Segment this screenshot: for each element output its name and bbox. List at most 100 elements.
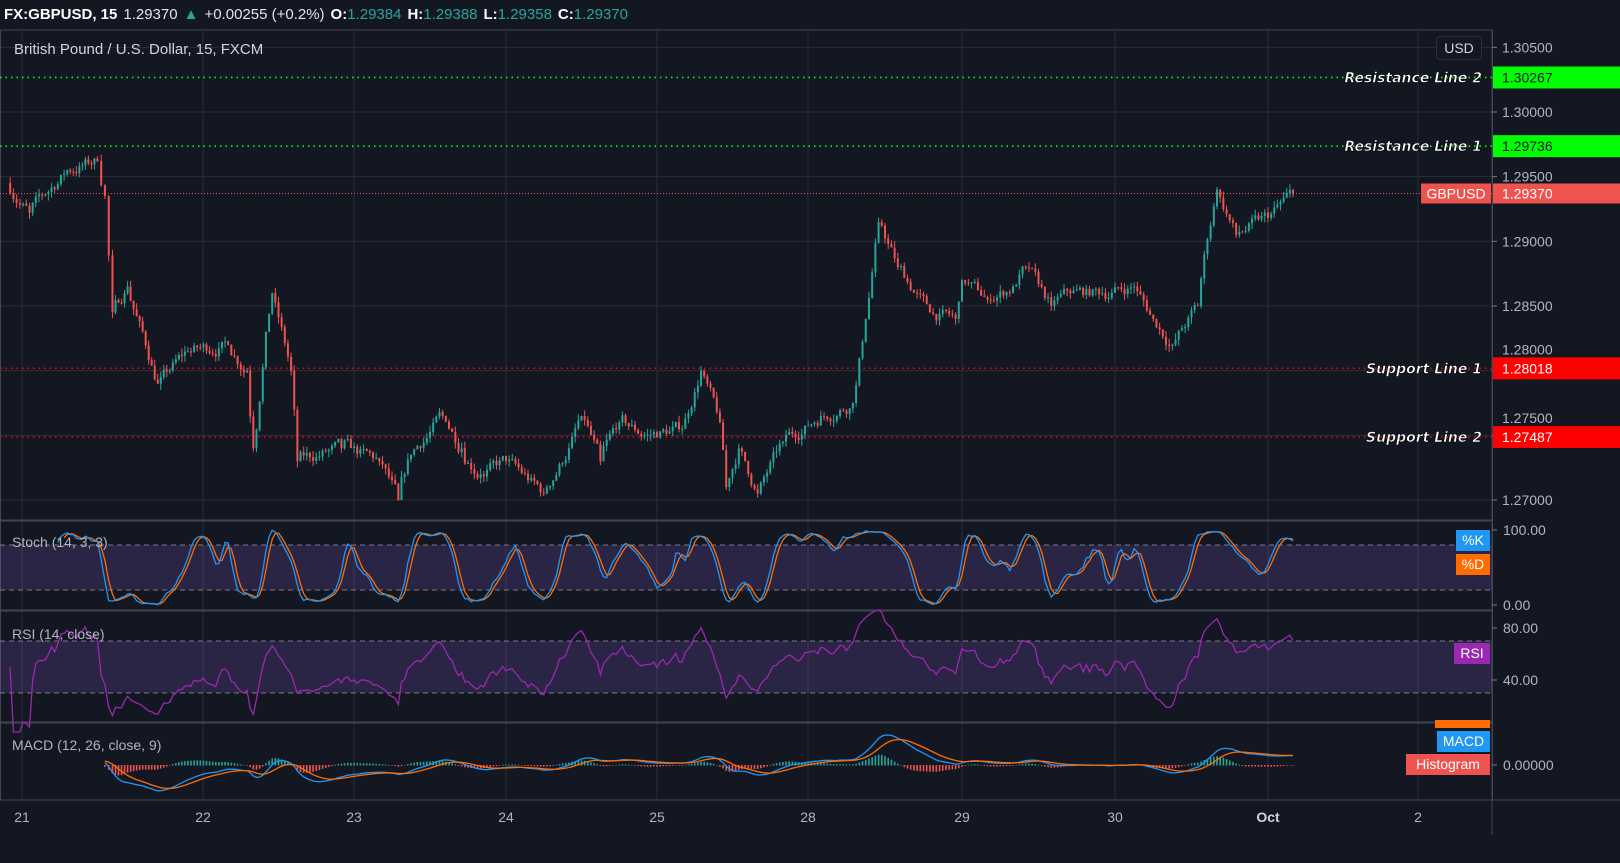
candle	[523, 472, 526, 474]
macd-histogram-bar	[438, 760, 441, 766]
macd-histogram-bar	[495, 765, 498, 767]
candle	[18, 203, 21, 205]
indicator-band	[0, 545, 1492, 590]
macd-histogram-bar	[514, 764, 517, 766]
candle	[589, 425, 592, 435]
macd-histogram-bar	[659, 765, 661, 767]
candle	[334, 442, 337, 446]
candle	[103, 185, 106, 197]
candle	[536, 480, 539, 485]
price-tag-value: 1.27487	[1502, 429, 1553, 445]
macd-histogram-bar	[744, 765, 746, 769]
price-tag-value: 1.28018	[1502, 360, 1553, 376]
candle	[1203, 254, 1206, 279]
macd-histogram-bar	[864, 759, 867, 766]
macd-histogram-bar	[454, 764, 457, 766]
macd-histogram-bar	[178, 762, 180, 766]
macd-histogram-bar	[546, 765, 548, 767]
candle	[871, 272, 874, 298]
candle	[517, 463, 520, 468]
candle	[643, 435, 646, 437]
candle	[1193, 304, 1196, 311]
macd-histogram-bar	[378, 764, 381, 766]
candle	[715, 397, 718, 412]
candle	[728, 478, 731, 488]
candle	[580, 415, 583, 421]
candle	[835, 415, 838, 421]
candle	[448, 421, 450, 429]
currency-button[interactable]: USD	[1436, 36, 1482, 60]
candle	[769, 462, 772, 473]
candle	[1238, 231, 1241, 235]
candle	[659, 431, 662, 438]
stoch-k-legend-text: %K	[1462, 532, 1484, 548]
candle	[400, 476, 403, 500]
symbol-label[interactable]: FX:GBPUSD, 15	[4, 5, 118, 23]
candle	[941, 309, 944, 314]
candle	[734, 464, 737, 469]
candle	[1196, 304, 1199, 306]
macd-histogram-bar	[489, 765, 491, 767]
candle	[406, 459, 409, 475]
candle	[236, 356, 239, 365]
candle	[183, 351, 186, 356]
candle	[372, 452, 375, 459]
macd-histogram-bar	[1190, 763, 1193, 766]
candle	[571, 436, 574, 449]
macd-histogram-bar	[381, 764, 384, 766]
candle	[611, 428, 614, 434]
candle	[302, 452, 305, 456]
candle	[656, 432, 658, 438]
price-axis-label: 1.28000	[1502, 341, 1553, 357]
price-tag-value: 1.29736	[1502, 138, 1553, 154]
candle	[832, 420, 835, 422]
candle	[561, 463, 564, 465]
candle	[637, 429, 640, 434]
candle	[375, 457, 378, 459]
macd-histogram-bar	[839, 764, 841, 766]
symbol-tag	[1421, 183, 1491, 204]
candle	[138, 316, 141, 322]
macd-histogram-bar	[1248, 765, 1250, 767]
macd-histogram-bar	[957, 765, 960, 769]
candle	[602, 445, 605, 462]
candle	[299, 452, 302, 462]
candle	[72, 171, 75, 173]
candle	[989, 299, 992, 301]
candle	[938, 313, 941, 321]
macd-histogram-bar	[1251, 765, 1253, 767]
candle	[482, 474, 485, 477]
macd-histogram-bar	[877, 754, 880, 766]
macd-histogram-bar	[621, 764, 624, 766]
price-change: +0.00255 (+0.2%)	[204, 5, 325, 23]
macd-histogram-bar	[1047, 765, 1049, 768]
candle	[1254, 215, 1257, 219]
macd-histogram-bar	[662, 765, 665, 767]
candle	[1120, 287, 1123, 290]
macd-title: MACD (12, 26, close, 9)	[12, 737, 161, 753]
macd-histogram-bar	[1206, 758, 1209, 766]
candle	[397, 483, 400, 500]
macd-histogram-bar	[1209, 757, 1212, 766]
candle	[740, 448, 743, 452]
candle	[718, 411, 721, 423]
macd-histogram-bar	[820, 763, 822, 766]
candle	[90, 162, 93, 165]
macd-histogram-bar	[1228, 760, 1231, 766]
macd-histogram-bar	[737, 765, 740, 770]
macd-histogram-bar	[775, 763, 778, 766]
candle	[476, 474, 479, 478]
macd-histogram-bar	[448, 762, 450, 766]
price-axis-label: 1.27500	[1502, 410, 1553, 426]
macd-histogram-bar	[785, 761, 787, 766]
macd-histogram-bar	[656, 765, 658, 767]
macd-histogram-bar	[277, 758, 280, 766]
macd-histogram-bar	[989, 765, 992, 767]
candle	[9, 183, 12, 194]
candle	[356, 446, 359, 454]
candle	[916, 292, 919, 294]
macd-histogram-bar	[214, 762, 217, 766]
candle	[318, 456, 321, 458]
rsi-title: RSI (14, close)	[12, 626, 105, 642]
